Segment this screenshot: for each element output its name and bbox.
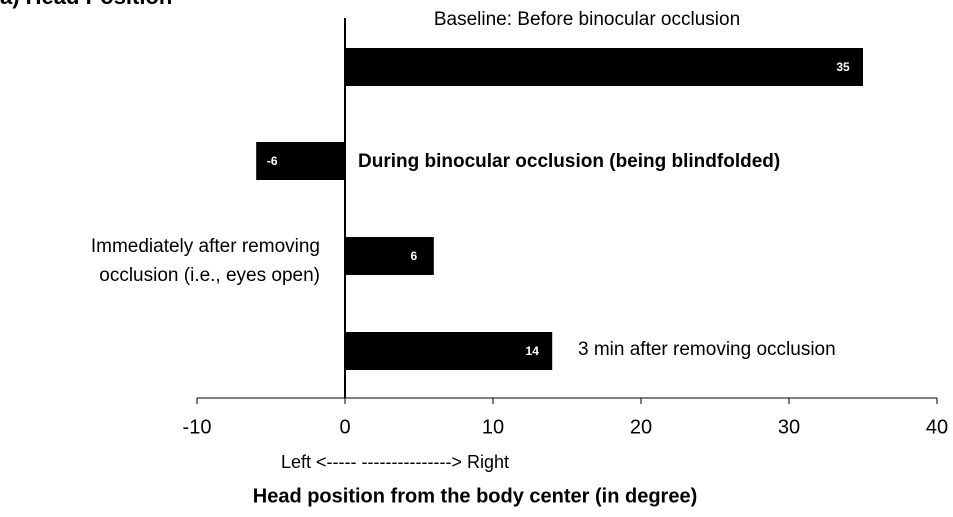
bar [256, 142, 345, 180]
value-label: 35 [836, 60, 850, 74]
value-label: 14 [526, 344, 540, 358]
direction-label: Left <----- ---------------> Right [281, 452, 509, 472]
x-tick-label: 30 [778, 416, 800, 438]
x-tick-label: 20 [630, 416, 652, 438]
category-label: Immediately after removing occlusion (i.… [90, 236, 320, 286]
x-tick-label: -10 [183, 416, 212, 438]
category-label-box: Immediately after removing occlusion (i.… [90, 236, 320, 286]
bar [345, 237, 434, 275]
x-tick-label: 0 [339, 416, 350, 438]
value-label: 6 [410, 249, 417, 263]
x-tick-label: 40 [926, 416, 948, 438]
category-label: 3 min after removing occlusion [578, 339, 836, 360]
x-axis-title: Head position from the body center (in d… [253, 485, 698, 507]
bar [345, 48, 863, 86]
x-tick-label: 10 [482, 416, 504, 438]
chart-title: a) Head Position [0, 0, 172, 9]
bar [345, 332, 553, 370]
category-label: Baseline: Before binocular occlusion [434, 9, 740, 30]
category-label: During binocular occlusion (being blindf… [358, 151, 780, 172]
value-label: -6 [267, 154, 278, 168]
